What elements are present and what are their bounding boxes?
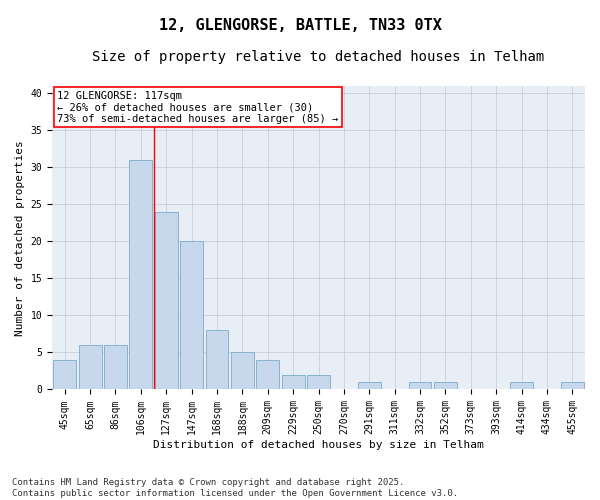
Bar <box>130 160 152 390</box>
Bar <box>307 374 330 390</box>
Bar <box>155 212 178 390</box>
Text: 12 GLENGORSE: 117sqm
← 26% of detached houses are smaller (30)
73% of semi-detac: 12 GLENGORSE: 117sqm ← 26% of detached h… <box>58 90 338 124</box>
Bar <box>104 345 127 390</box>
X-axis label: Distribution of detached houses by size in Telham: Distribution of detached houses by size … <box>153 440 484 450</box>
Y-axis label: Number of detached properties: Number of detached properties <box>15 140 25 336</box>
Bar <box>206 330 229 390</box>
Text: 12, GLENGORSE, BATTLE, TN33 0TX: 12, GLENGORSE, BATTLE, TN33 0TX <box>158 18 442 32</box>
Bar <box>282 374 305 390</box>
Bar <box>434 382 457 390</box>
Bar <box>561 382 584 390</box>
Title: Size of property relative to detached houses in Telham: Size of property relative to detached ho… <box>92 50 545 64</box>
Bar <box>409 382 431 390</box>
Bar <box>231 352 254 390</box>
Bar <box>180 242 203 390</box>
Text: Contains HM Land Registry data © Crown copyright and database right 2025.
Contai: Contains HM Land Registry data © Crown c… <box>12 478 458 498</box>
Bar <box>358 382 380 390</box>
Bar <box>256 360 279 390</box>
Bar <box>79 345 101 390</box>
Bar <box>53 360 76 390</box>
Bar <box>510 382 533 390</box>
